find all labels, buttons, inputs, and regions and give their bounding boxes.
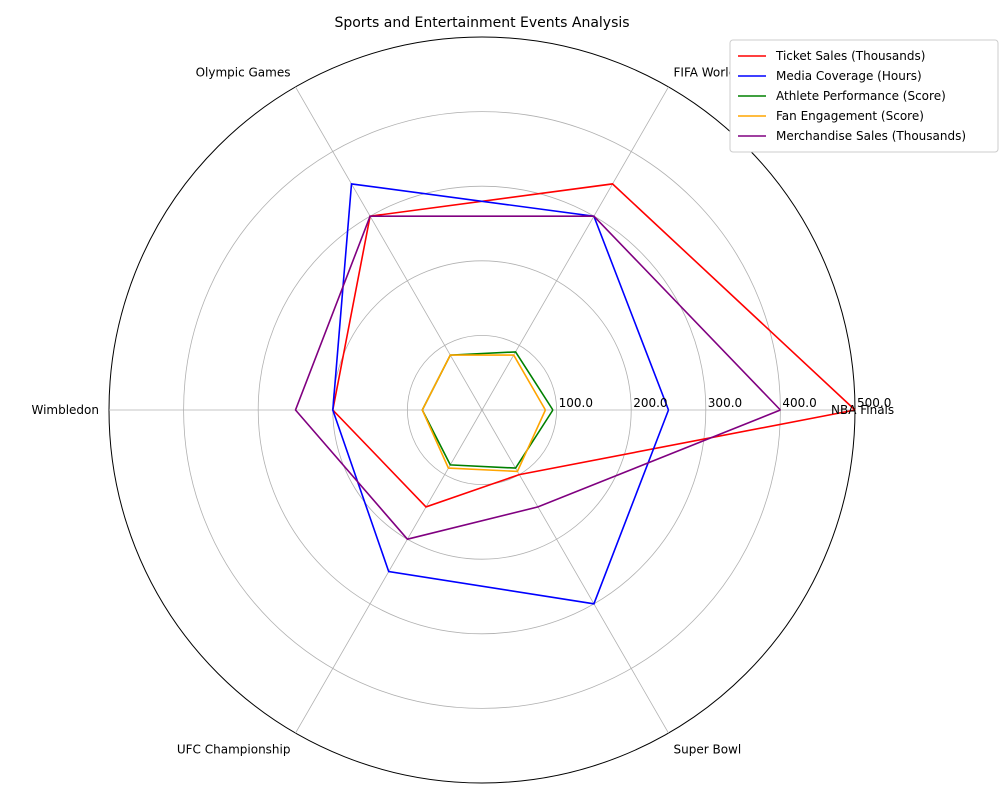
series-lines [294, 182, 856, 605]
series-line [331, 182, 670, 605]
category-label: Olympic Games [196, 65, 291, 79]
category-label: UFC Championship [177, 743, 291, 757]
r-tick-label: 200.0 [633, 396, 667, 410]
r-tick-label: 500.0 [857, 396, 891, 410]
series-line [421, 354, 547, 473]
legend-label: Media Coverage (Hours) [776, 69, 922, 83]
category-label: Wimbledon [31, 403, 99, 417]
grid-spoke [295, 86, 483, 411]
r-tick-label: 100.0 [559, 396, 593, 410]
chart-title: Sports and Entertainment Events Analysis [334, 15, 629, 31]
category-label: Super Bowl [674, 743, 742, 757]
grid-spoke [481, 86, 669, 411]
r-tick-label: 300.0 [708, 396, 742, 410]
legend-label: Fan Engagement (Score) [776, 109, 924, 123]
legend-box [729, 39, 999, 153]
legend-label: Merchandise Sales (Thousands) [776, 129, 966, 143]
grid-spoke [481, 409, 669, 734]
category-label: NBA Finals [831, 403, 894, 417]
r-tick-label: 400.0 [782, 396, 816, 410]
legend-label: Ticket Sales (Thousands) [775, 49, 925, 63]
legend-label: Athlete Performance (Score) [776, 89, 946, 103]
series-line [294, 215, 781, 541]
legend: Ticket Sales (Thousands) Media Coverage (… [729, 39, 999, 153]
